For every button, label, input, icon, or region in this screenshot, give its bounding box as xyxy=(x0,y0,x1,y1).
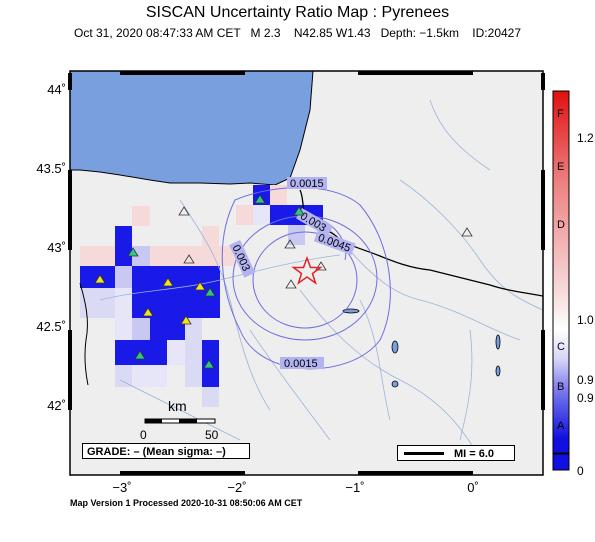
scale-bar xyxy=(144,418,216,424)
uncertainty-grid xyxy=(80,185,323,407)
mi-label: MI = 6.0 xyxy=(454,448,495,460)
star-icon xyxy=(291,255,323,285)
colorbar-letter: D xyxy=(557,219,565,231)
scale-start: 0 xyxy=(140,428,147,442)
rivers xyxy=(99,99,543,461)
colorbar-value: 1.2 xyxy=(577,131,594,145)
triangle-icon xyxy=(127,247,139,257)
stations xyxy=(94,194,473,369)
y-tick-label: 42.5˚ xyxy=(36,319,66,334)
map-title: SISCAN Uncertainty Ratio Map : Pyrenees xyxy=(145,4,450,21)
colorbar-letter: E xyxy=(557,161,565,173)
x-tick-label: −2˚ xyxy=(227,480,247,495)
event-subtitle: Oct 31, 2020 08:47:33 AM CET M 2.3 N42.8… xyxy=(73,26,522,40)
scale-unit: km xyxy=(168,398,187,414)
grade-legend: GRADE: – (Mean sigma: –) xyxy=(82,443,250,459)
y-tick-label: 42˚ xyxy=(47,398,66,413)
colorbar-value: 0 xyxy=(577,464,584,478)
triangle-icon xyxy=(293,206,305,216)
contour-label: 0.0015 xyxy=(290,178,324,190)
triangle-icon xyxy=(162,277,174,287)
colorbar-letter: C xyxy=(557,341,565,353)
triangle-icon xyxy=(203,359,215,369)
frame-ticks xyxy=(68,71,545,475)
triangle-icon xyxy=(204,287,216,297)
triangle-icon xyxy=(315,261,327,271)
lake xyxy=(342,308,360,314)
colorbar-value: 0.9 xyxy=(577,391,594,405)
scale-end: 50 xyxy=(205,428,219,442)
mi-legend: MI = 6.0 xyxy=(397,445,515,461)
triangle-icon xyxy=(142,307,154,317)
map-frame xyxy=(69,70,544,476)
colorbar-letter: F xyxy=(557,108,564,120)
triangle-icon xyxy=(285,279,297,289)
processing-footer: Map Version 1 Processed 2020-10-31 08:50… xyxy=(70,498,303,508)
triangle-icon xyxy=(180,315,192,325)
lake xyxy=(495,365,501,377)
colorbar xyxy=(552,90,570,471)
colorbar-value: 1.0 xyxy=(577,313,594,327)
triangle-icon xyxy=(134,350,146,360)
y-tick-label: 43.5˚ xyxy=(36,161,66,176)
y-tick-label: 44˚ xyxy=(47,82,66,97)
triangle-icon xyxy=(284,239,296,249)
contour-label: 0.0015 xyxy=(284,358,318,370)
triangle-icon xyxy=(178,206,190,216)
x-tick-label: −1˚ xyxy=(345,480,365,495)
colorbar-value: 0.9 xyxy=(577,373,594,387)
x-tick-label: −3˚ xyxy=(112,480,132,495)
lake xyxy=(391,380,399,388)
triangle-icon xyxy=(461,227,473,237)
colorbar-letter: A xyxy=(557,420,565,432)
triangle-icon xyxy=(94,274,106,284)
lake xyxy=(495,334,501,350)
y-tick-label: 43˚ xyxy=(47,240,66,255)
mi-line-swatch xyxy=(404,452,444,455)
x-tick-label: 0˚ xyxy=(467,480,479,495)
border-line xyxy=(79,282,89,386)
colorbar-letter: B xyxy=(557,381,565,393)
triangle-icon xyxy=(183,254,195,264)
ocean-area xyxy=(70,71,314,186)
triangle-icon xyxy=(194,281,206,291)
triangle-icon xyxy=(254,194,266,204)
lake xyxy=(391,340,399,354)
